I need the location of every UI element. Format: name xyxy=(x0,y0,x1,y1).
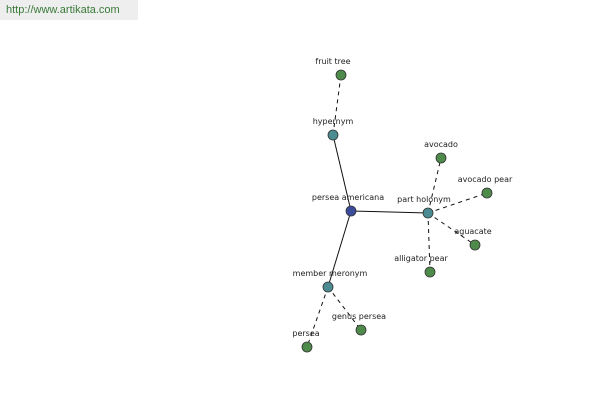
dashed-edge xyxy=(332,74,342,136)
node xyxy=(424,266,436,278)
dashed-edge xyxy=(427,157,442,214)
site-url[interactable]: http://www.artikata.com xyxy=(0,0,138,20)
dashed-edge xyxy=(427,212,476,246)
node-label: part holonym xyxy=(397,195,451,204)
node-label: avocado pear xyxy=(458,175,513,184)
node-label: alligator pear xyxy=(394,254,448,263)
node xyxy=(322,281,334,293)
node xyxy=(422,207,434,219)
node-label: fruit tree xyxy=(315,57,350,66)
node xyxy=(355,324,367,336)
node-label: member meronym xyxy=(293,269,368,278)
dashed-edge xyxy=(427,212,431,273)
node xyxy=(335,69,347,81)
node xyxy=(301,341,313,353)
node-label: persea americana xyxy=(312,193,384,202)
node xyxy=(435,152,447,164)
node xyxy=(345,205,357,217)
node-label: persea xyxy=(292,329,319,338)
dashed-edge xyxy=(427,192,488,214)
node xyxy=(469,239,481,251)
node-label: genus persea xyxy=(332,312,386,321)
dashed-edge xyxy=(306,286,329,348)
edge xyxy=(327,210,352,288)
edge xyxy=(350,210,429,214)
node-label: avocado xyxy=(424,140,458,149)
node-label: aguacate xyxy=(454,227,491,236)
dashed-edge xyxy=(327,286,362,331)
node xyxy=(481,187,493,199)
node xyxy=(327,129,339,141)
edge xyxy=(332,134,352,212)
node-label: hypernym xyxy=(313,117,354,126)
